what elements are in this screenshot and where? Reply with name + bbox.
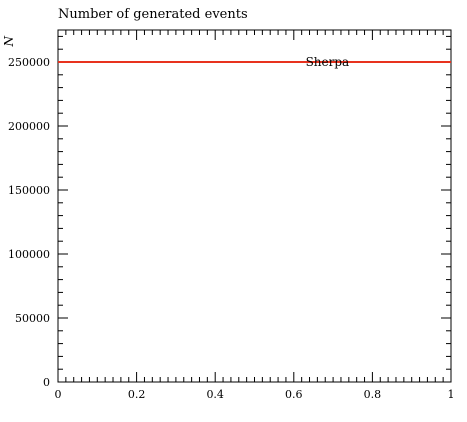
x-tick-label: 0.2 xyxy=(128,388,146,401)
y-tick-label: 150000 xyxy=(8,184,50,197)
y-tick-label: 200000 xyxy=(8,120,50,133)
series-label-sherpa: Sherpa xyxy=(306,55,350,69)
y-tick-label: 250000 xyxy=(8,56,50,69)
y-axis-label: N xyxy=(2,36,16,48)
series-group: Sherpa xyxy=(58,55,451,69)
x-tick-label: 0.6 xyxy=(285,388,303,401)
axis-tick-labels: 0 0.2 0.4 0.6 0.8 1 0 50000 100000 150000 200000 25… xyxy=(8,56,455,401)
x-tick-label: 1 xyxy=(448,388,455,401)
chart-title: Number of generated events xyxy=(58,7,248,22)
y-tick-label: 50000 xyxy=(15,312,50,325)
axis-ticks xyxy=(57,30,452,383)
y-tick-label: 100000 xyxy=(8,248,50,261)
plot-frame xyxy=(57,29,452,383)
x-tick-label: 0.4 xyxy=(206,388,224,401)
y-tick-label: 0 xyxy=(43,376,50,389)
x-tick-label: 0.8 xyxy=(364,388,382,401)
x-tick-label: 0 xyxy=(55,388,62,401)
